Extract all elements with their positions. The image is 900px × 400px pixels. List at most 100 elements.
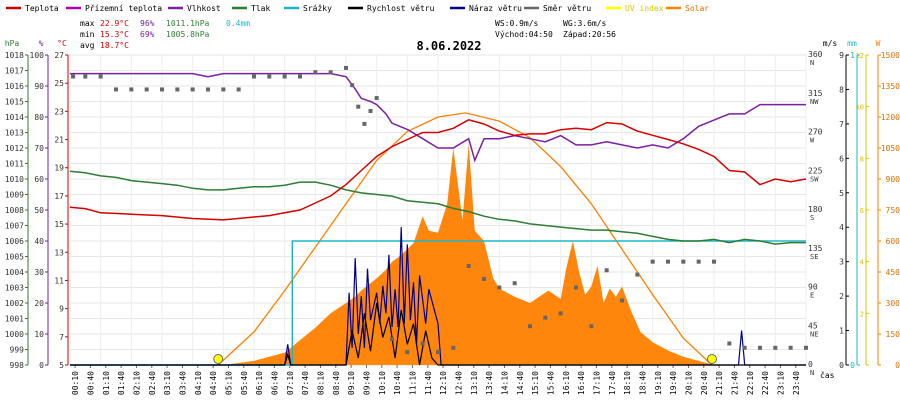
axis-tick-label-rain: 0 xyxy=(850,361,855,370)
legend-label: UV index xyxy=(625,4,664,13)
axis-tick-label-humidity: 100 xyxy=(30,51,45,60)
stat-ws: WS:0.9m/s xyxy=(495,19,539,28)
direction-point xyxy=(344,65,348,70)
direction-point xyxy=(190,87,195,92)
direction-point xyxy=(696,259,701,264)
x-tick-label: 06:10 xyxy=(255,371,264,395)
axis-tick-label-temperature: 27 xyxy=(54,51,64,60)
axis-tick-label-pressure: 1017 xyxy=(5,67,24,76)
x-tick-label: 11:40 xyxy=(424,371,433,395)
stat-sunset: Západ:20:56 xyxy=(563,30,616,39)
x-tick-label: 00:10 xyxy=(71,371,80,395)
x-tick-label: 16:40 xyxy=(577,371,586,395)
axis-tick-label-uv: 4 xyxy=(860,259,864,267)
x-tick-label: 12:10 xyxy=(439,371,448,395)
direction-point xyxy=(758,345,762,350)
axis-tick-label-temperature: 25 xyxy=(54,79,64,88)
x-tick-label: 04:10 xyxy=(194,371,203,395)
x-tick-label: 13:10 xyxy=(470,371,479,395)
x-tick-label: 08:10 xyxy=(316,371,325,395)
axis-tick-label-solar: 900 xyxy=(886,175,900,184)
stat-max-press: 1011.1hPa xyxy=(166,19,210,28)
direction-point xyxy=(368,108,373,113)
axis-tick-label-wind: 1 xyxy=(839,327,844,336)
direction-point xyxy=(666,259,670,264)
x-tick-label: 06:40 xyxy=(270,371,279,395)
axis-tick-label-pressure: 1014 xyxy=(5,113,24,122)
direction-point xyxy=(129,87,134,92)
direction-point xyxy=(558,311,563,316)
axis-tick-label-temperature: 5 xyxy=(59,361,64,370)
series-direction xyxy=(71,65,808,355)
axis-tick-label-temperature: 19 xyxy=(54,164,64,173)
axis-tick-label-wind: 0 xyxy=(839,361,844,370)
axis-tick-label-uv: 8 xyxy=(860,155,864,163)
axis-cardinal-label: SE xyxy=(810,253,818,261)
direction-point xyxy=(650,259,655,264)
stat-wg: WG:3.6m/s xyxy=(563,19,607,28)
axis-tick-label-temperature: 9 xyxy=(59,305,64,314)
legend-label: Vlhkost xyxy=(187,4,221,13)
legend-label: Směr větru xyxy=(543,4,591,13)
x-tick-label: 08:40 xyxy=(332,371,341,395)
axis-tick-label-pressure: 1008 xyxy=(5,206,24,215)
axis-tick-label-uv: 2 xyxy=(860,310,864,318)
stat-max-hum: 96% xyxy=(140,19,155,28)
stat-min-label: min xyxy=(80,30,95,39)
x-tick-label: 03:40 xyxy=(178,371,187,395)
axis-cardinal-label: NW xyxy=(810,98,819,106)
stat-avg-temp: 18.7°C xyxy=(100,41,129,50)
x-tick-label: 14:10 xyxy=(500,371,509,395)
sunset-marker xyxy=(706,354,717,364)
axis-tick-label-pressure: 1005 xyxy=(5,253,24,262)
direction-point xyxy=(727,341,732,346)
chart-title: 8.06.2022 xyxy=(416,39,481,53)
axis-tick-label-pressure: 1015 xyxy=(5,98,24,107)
axis-tick-label-temperature: 15 xyxy=(54,220,64,229)
axis-tick-label-rain: 1 xyxy=(850,51,855,60)
axis-tick-label-humidity: 0 xyxy=(39,361,44,370)
x-tick-label: 09:40 xyxy=(362,371,371,395)
direction-point xyxy=(804,345,808,350)
x-tick-label: 20:10 xyxy=(684,371,693,395)
direction-point xyxy=(71,74,76,79)
axis-tick-label-humidity: 40 xyxy=(34,237,44,246)
x-tick-label: 15:40 xyxy=(546,371,555,395)
direction-point xyxy=(328,70,333,75)
direction-point xyxy=(114,87,118,92)
x-tick-label: 23:10 xyxy=(776,371,785,395)
axis-unit-rain: mm xyxy=(847,39,857,48)
axis-tick-label-humidity: 30 xyxy=(34,268,44,277)
legend-label: Teplota xyxy=(25,4,59,13)
x-tick-label: 11:10 xyxy=(408,371,417,395)
axis-tick-label-temperature: 7 xyxy=(59,333,64,342)
stat-min-temp: 15.3°C xyxy=(100,30,129,39)
axis-tick-label-pressure: 1011 xyxy=(5,160,24,169)
axis-tick-label-uv: 10 xyxy=(856,104,864,112)
axis-tick-label-solar: 450 xyxy=(886,268,900,277)
axis-tick-label-direction: 90 xyxy=(808,283,818,292)
series-temperature xyxy=(69,118,807,221)
x-tick-label: 14:40 xyxy=(516,371,525,395)
x-tick-label: 18:40 xyxy=(638,371,647,395)
axis-tick-label-uv: 12 xyxy=(856,52,864,60)
legend-label: Rychlost větru xyxy=(367,4,435,13)
axis-tick-label-wind: 2 xyxy=(839,292,844,301)
legend-label: Přízemní teplota xyxy=(85,4,162,13)
direction-point xyxy=(267,74,272,79)
x-tick-label: 22:40 xyxy=(761,371,770,395)
axis-tick-label-uv: 6 xyxy=(860,207,864,215)
stat-min-hum: 69% xyxy=(140,30,155,39)
x-tick-label: 19:40 xyxy=(669,371,678,395)
axis-tick-label-pressure: 1000 xyxy=(5,330,24,339)
direction-point xyxy=(420,341,425,346)
direction-point xyxy=(144,87,149,92)
x-tick-label: 07:10 xyxy=(286,371,295,395)
axis-cardinal-label: W xyxy=(810,137,815,145)
axis-tick-label-wind: 6 xyxy=(839,154,844,163)
direction-point xyxy=(742,345,747,350)
axis-unit-wind: m/s xyxy=(823,39,838,48)
direction-point xyxy=(712,259,716,264)
direction-point xyxy=(252,74,256,79)
x-tick-label: 19:10 xyxy=(654,371,663,395)
